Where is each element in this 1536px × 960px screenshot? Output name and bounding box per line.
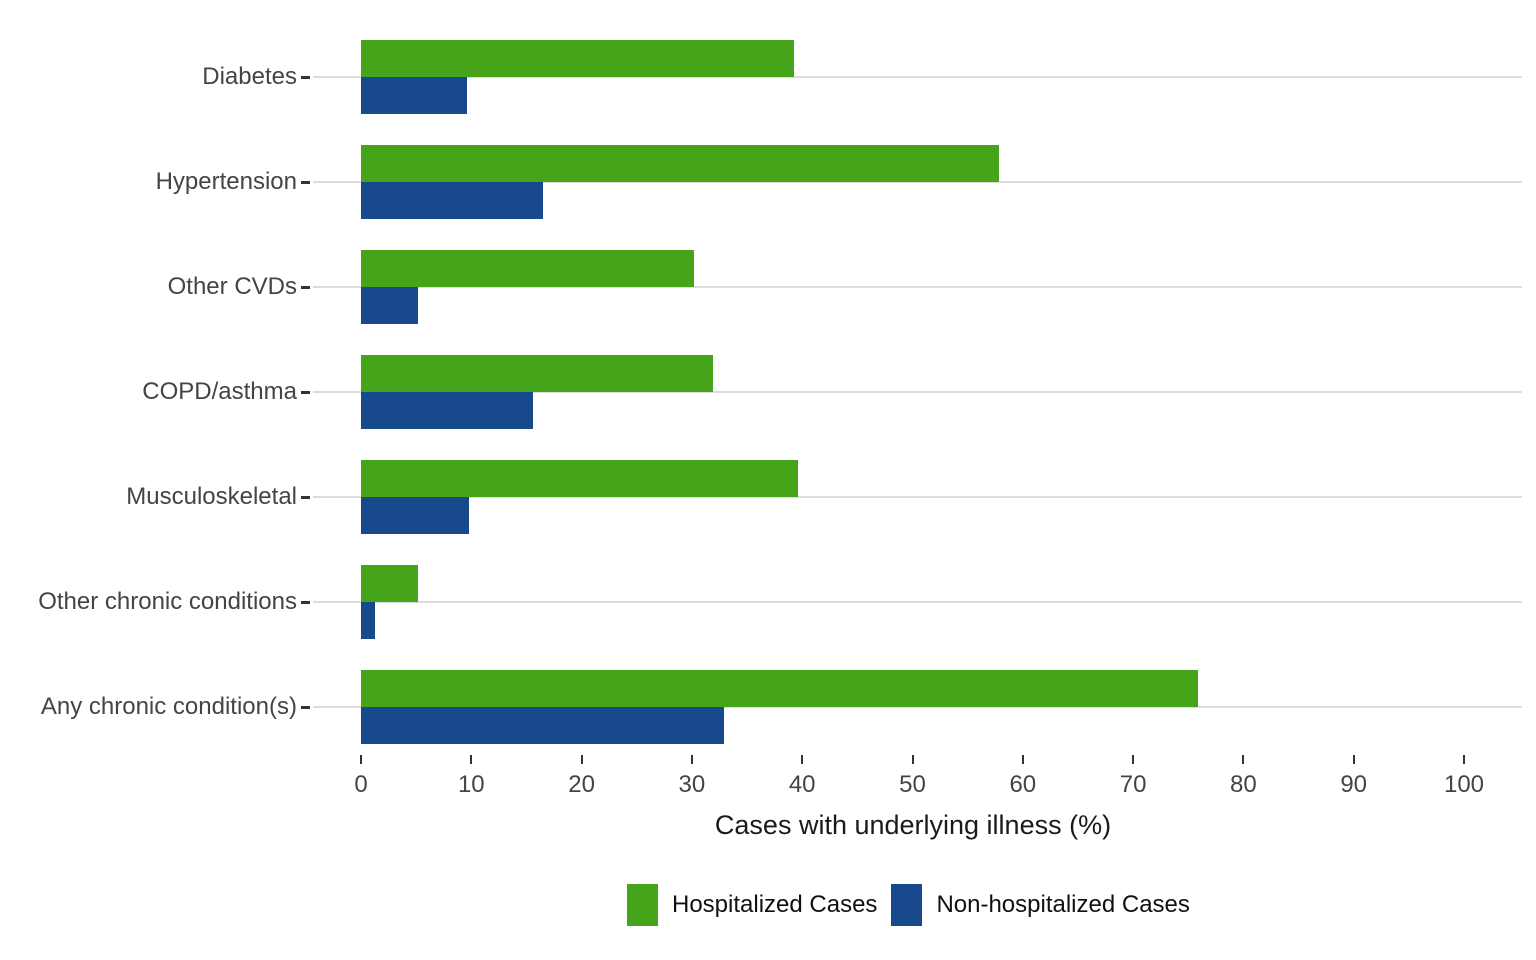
- legend-item-non-hospitalized: Non-hospitalized Cases: [891, 884, 1190, 926]
- x-axis-tick: [580, 755, 583, 764]
- x-axis-tick: [911, 755, 914, 764]
- x-tick-label: 10: [457, 771, 485, 798]
- y-axis-tick: [301, 601, 310, 604]
- legend-swatch-non-hospitalized: [891, 884, 923, 926]
- x-axis-tick: [801, 755, 804, 764]
- bar-hospitalized-2: [361, 250, 694, 287]
- bar-hospitalized-6: [361, 670, 1198, 707]
- category-gridline: [313, 391, 1522, 393]
- x-tick-label: 90: [1340, 771, 1368, 798]
- x-tick-label: 70: [1119, 771, 1147, 798]
- x-axis-tick: [1021, 755, 1024, 764]
- bar-non-hospitalized-5: [361, 602, 375, 639]
- bar-non-hospitalized-6: [361, 707, 724, 744]
- y-axis-tick: [301, 76, 310, 79]
- x-axis-title: Cases with underlying illness (%): [714, 810, 1112, 840]
- legend-swatch-hospitalized: [627, 884, 658, 926]
- bar-non-hospitalized-0: [361, 77, 467, 114]
- x-tick-label: 40: [788, 771, 816, 798]
- legend-label: Hospitalized Cases: [672, 891, 878, 918]
- y-axis-tick: [301, 286, 310, 289]
- category-gridline: [313, 181, 1522, 183]
- x-tick-label: 60: [1009, 771, 1037, 798]
- y-axis-tick: [301, 181, 310, 184]
- y-axis-tick: [301, 706, 310, 709]
- legend-label: Non-hospitalized Cases: [936, 891, 1190, 918]
- bar-hospitalized-1: [361, 145, 999, 182]
- bar-non-hospitalized-4: [361, 497, 469, 534]
- bar-non-hospitalized-3: [361, 392, 533, 429]
- bar-non-hospitalized-2: [361, 287, 418, 324]
- x-tick-label: 30: [678, 771, 706, 798]
- x-axis-tick: [1132, 755, 1135, 764]
- category-label-0: Diabetes: [202, 63, 297, 90]
- category-gridline: [313, 76, 1522, 78]
- category-gridline: [313, 706, 1522, 708]
- bar-hospitalized-0: [361, 40, 794, 77]
- legend-item-hospitalized: Hospitalized Cases: [627, 884, 877, 926]
- category-label-2: Other CVDs: [167, 273, 297, 300]
- x-tick-label: 100: [1443, 771, 1485, 798]
- y-axis-tick: [301, 496, 310, 499]
- category-gridline: [313, 496, 1522, 498]
- category-gridline: [313, 601, 1522, 603]
- x-axis-tick: [1463, 755, 1465, 764]
- x-tick-label: 80: [1230, 771, 1257, 798]
- x-tick-label: 50: [899, 771, 926, 798]
- bar-non-hospitalized-1: [361, 182, 543, 219]
- category-gridline: [313, 286, 1522, 288]
- category-label-5: Other chronic conditions: [38, 588, 297, 615]
- bar-hospitalized-3: [361, 355, 713, 392]
- x-axis-tick: [360, 755, 362, 764]
- x-tick-label: 0: [354, 771, 368, 798]
- bar-hospitalized-5: [361, 565, 418, 602]
- y-axis-tick: [301, 391, 310, 394]
- category-label-1: Hypertension: [155, 168, 297, 195]
- x-axis-tick: [1242, 755, 1245, 764]
- bar-hospitalized-4: [361, 460, 798, 497]
- x-axis-tick: [470, 755, 473, 764]
- category-label-4: Musculoskeletal: [126, 483, 297, 510]
- legend: Hospitalized Cases Non-hospitalized Cases: [627, 884, 1190, 926]
- category-label-6: Any chronic condition(s): [40, 693, 297, 720]
- x-axis-tick: [1352, 755, 1355, 764]
- category-label-3: COPD/asthma: [142, 378, 297, 405]
- x-tick-label: 20: [568, 771, 595, 798]
- x-axis-tick: [690, 755, 693, 764]
